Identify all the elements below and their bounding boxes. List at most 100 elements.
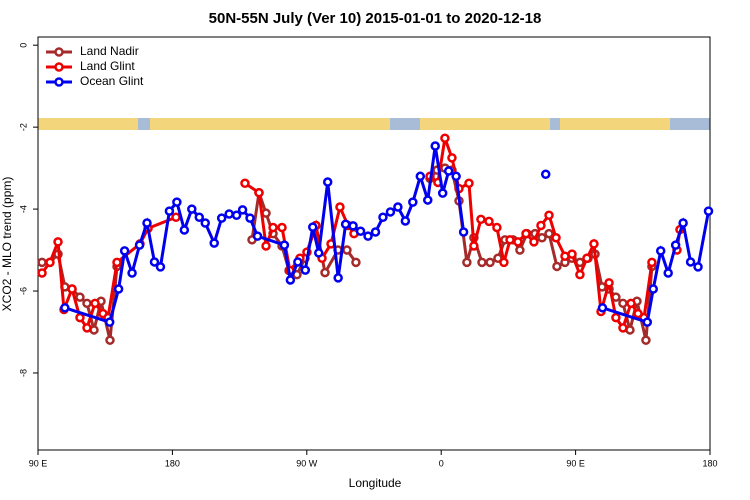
point xyxy=(142,218,152,228)
point xyxy=(589,239,599,249)
point xyxy=(75,292,85,302)
point xyxy=(400,216,411,226)
point xyxy=(618,298,628,309)
point xyxy=(67,284,77,294)
point xyxy=(458,227,469,237)
y-tick-label: -2 xyxy=(18,123,28,131)
point xyxy=(544,210,554,220)
point xyxy=(308,222,318,232)
x-tick-label: 180 xyxy=(702,458,717,468)
point xyxy=(567,249,577,259)
point xyxy=(254,187,264,198)
point xyxy=(464,178,474,189)
point xyxy=(268,222,278,233)
point xyxy=(172,197,182,207)
point xyxy=(216,213,227,223)
point xyxy=(678,218,688,228)
legend-marker xyxy=(54,77,64,87)
point xyxy=(200,218,211,228)
point xyxy=(351,257,361,268)
point xyxy=(582,253,592,263)
y-tick-label: -4 xyxy=(18,205,28,213)
point xyxy=(75,312,85,323)
legend-text: Ocean Glint xyxy=(80,74,144,88)
point xyxy=(355,226,366,236)
point xyxy=(237,205,248,215)
point xyxy=(499,257,509,268)
point xyxy=(551,233,561,243)
point xyxy=(575,269,585,280)
point xyxy=(53,237,63,247)
point xyxy=(82,298,92,309)
point xyxy=(648,284,659,294)
legend-text: Land Nadir xyxy=(80,44,139,58)
point xyxy=(279,240,290,250)
point xyxy=(335,202,345,212)
point xyxy=(536,220,546,231)
point xyxy=(313,248,324,258)
point xyxy=(342,245,352,255)
point xyxy=(544,228,554,239)
point xyxy=(633,308,643,319)
point xyxy=(663,268,673,278)
point xyxy=(231,210,242,220)
point xyxy=(155,262,166,272)
x-tick-label: 90 W xyxy=(296,458,318,468)
point xyxy=(261,208,271,218)
point xyxy=(333,273,343,283)
point xyxy=(127,268,137,278)
point xyxy=(261,241,271,251)
point xyxy=(285,275,296,285)
point xyxy=(90,298,100,309)
y-tick-label: -8 xyxy=(18,369,28,377)
point xyxy=(171,212,181,223)
point xyxy=(164,206,175,216)
point xyxy=(437,188,448,198)
point xyxy=(240,178,250,189)
point xyxy=(693,262,703,272)
x-tick-label: 90 E xyxy=(29,458,48,468)
point xyxy=(476,214,486,225)
y-tick-label: -6 xyxy=(18,287,28,295)
point xyxy=(443,166,454,176)
point xyxy=(37,257,47,268)
point xyxy=(370,227,381,237)
point xyxy=(322,177,333,187)
point xyxy=(447,153,457,163)
point xyxy=(408,197,418,207)
point xyxy=(415,171,426,182)
point xyxy=(604,278,614,288)
point xyxy=(515,245,525,255)
point xyxy=(224,209,234,219)
point xyxy=(179,225,190,235)
point xyxy=(45,257,55,268)
point xyxy=(119,246,130,256)
point xyxy=(134,240,145,250)
point xyxy=(642,317,653,327)
point xyxy=(493,253,503,263)
point xyxy=(393,202,403,212)
point xyxy=(209,238,219,248)
point xyxy=(484,216,494,227)
point xyxy=(60,303,70,313)
x-tick-label: 90 E xyxy=(566,458,585,468)
point xyxy=(187,204,197,214)
point xyxy=(300,265,311,275)
land-ocean-strip xyxy=(38,118,710,130)
point xyxy=(685,257,696,267)
point xyxy=(529,237,539,247)
point xyxy=(363,231,373,241)
point xyxy=(423,195,433,205)
legend-marker xyxy=(54,62,64,72)
point xyxy=(462,257,472,268)
point xyxy=(149,257,160,267)
x-tick-label: 180 xyxy=(165,458,180,468)
point xyxy=(505,235,515,245)
point xyxy=(348,221,358,231)
point xyxy=(245,213,255,223)
point xyxy=(626,298,636,309)
x-axis-label: Longitude xyxy=(349,476,402,490)
point xyxy=(513,237,523,247)
point xyxy=(105,335,115,345)
point xyxy=(552,261,562,272)
